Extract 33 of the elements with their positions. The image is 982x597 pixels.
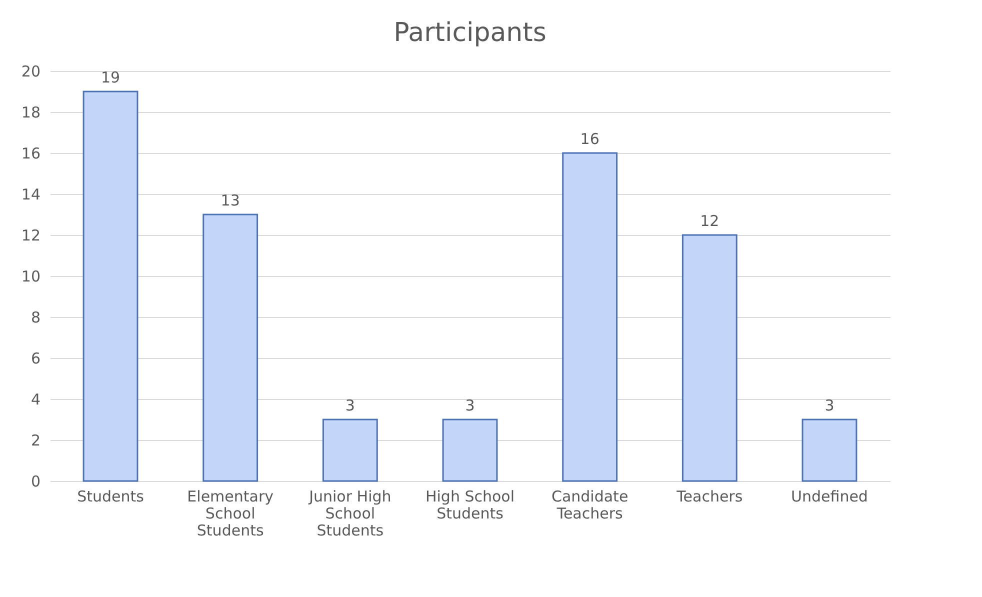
y-tick-label: 20 — [21, 62, 40, 80]
data-label: 13 — [220, 192, 240, 210]
y-tick-label: 6 — [30, 350, 40, 368]
y-tick-label: 8 — [30, 308, 40, 326]
y-tick-label: 12 — [21, 226, 40, 244]
x-tick-label: Junior High School Students — [308, 488, 392, 540]
x-tick-label: Teachers — [676, 488, 743, 506]
data-label: 12 — [700, 212, 720, 230]
x-tick-label: Students — [77, 488, 144, 506]
data-label: 3 — [824, 396, 834, 414]
y-tick-label: 2 — [30, 432, 40, 450]
x-tick-label: Candidate Teachers — [551, 488, 628, 522]
bar — [202, 214, 258, 482]
data-label: 3 — [345, 396, 355, 414]
bar — [322, 418, 378, 482]
data-label: 19 — [100, 68, 120, 86]
x-tick-label: High School Students — [425, 488, 515, 522]
y-tick-label: 4 — [30, 390, 40, 408]
x-tick-label: Elementary School Students — [187, 488, 274, 540]
y-tick-label: 16 — [21, 144, 40, 162]
y-tick-label: 14 — [21, 186, 40, 204]
bar — [442, 418, 498, 482]
y-tick-label: 18 — [21, 104, 40, 122]
y-tick-label: 10 — [21, 268, 40, 286]
bar — [802, 418, 858, 482]
data-label: 3 — [465, 396, 475, 414]
x-tick-label: Undefined — [791, 488, 868, 506]
bar — [682, 234, 738, 482]
bar — [82, 90, 138, 482]
y-tick-label: 0 — [30, 472, 40, 490]
bar — [562, 152, 618, 482]
chart-title: Participants — [394, 18, 546, 48]
data-label: 16 — [580, 130, 600, 148]
